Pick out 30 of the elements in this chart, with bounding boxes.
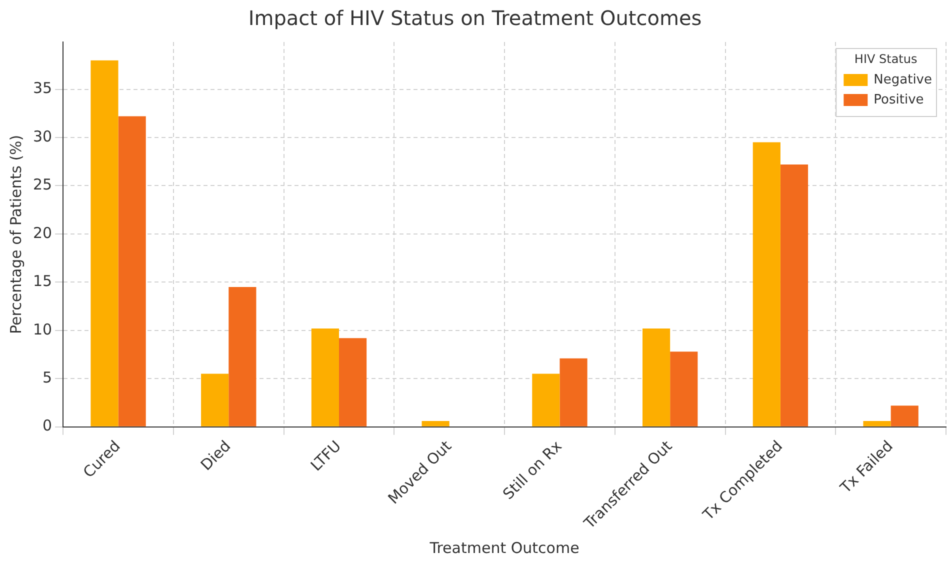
legend-title: HIV Status bbox=[854, 52, 918, 66]
bar bbox=[118, 116, 146, 426]
y-tick-label: 10 bbox=[32, 320, 52, 338]
y-tick-label: 20 bbox=[32, 224, 52, 242]
legend-label: Positive bbox=[874, 92, 924, 108]
bar bbox=[780, 164, 808, 426]
x-axis-title: Treatment Outcome bbox=[428, 538, 580, 557]
y-axis-title: Percentage of Patients (%) bbox=[6, 134, 25, 334]
bar bbox=[560, 358, 588, 426]
y-tick-label: 0 bbox=[42, 416, 52, 435]
y-tick-label: 35 bbox=[32, 79, 52, 98]
bar bbox=[670, 352, 698, 426]
bar bbox=[642, 328, 670, 426]
bar bbox=[532, 374, 560, 426]
legend-label: Negative bbox=[874, 72, 932, 88]
bar bbox=[201, 374, 229, 426]
bar bbox=[228, 286, 256, 426]
y-tick-label: 15 bbox=[32, 272, 52, 290]
bar bbox=[863, 421, 891, 426]
y-tick-label: 30 bbox=[32, 127, 52, 146]
x-tick-label: Still on Rx bbox=[499, 436, 566, 504]
bar bbox=[339, 338, 367, 426]
bar bbox=[90, 60, 118, 426]
bar bbox=[890, 406, 918, 426]
y-tick-label: 25 bbox=[32, 176, 52, 194]
bar bbox=[422, 421, 450, 426]
bar bbox=[311, 328, 339, 426]
chart-title: Impact of HIV Status on Treatment Outcomes bbox=[248, 6, 702, 30]
bar bbox=[752, 142, 780, 426]
y-tick-label: 5 bbox=[42, 368, 52, 386]
